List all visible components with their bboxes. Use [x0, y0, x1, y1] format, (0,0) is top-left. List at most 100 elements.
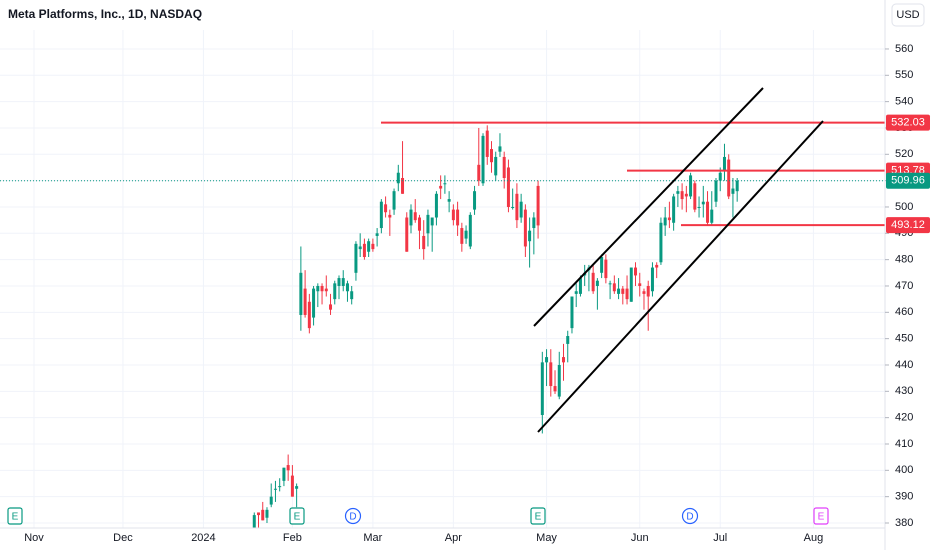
- x-tick-label: Nov: [24, 532, 44, 544]
- y-tick-label: 550: [895, 69, 913, 81]
- candle-body: [655, 264, 659, 268]
- candle-body: [604, 259, 608, 279]
- y-tick-label: 420: [895, 412, 913, 424]
- candle-body: [261, 509, 265, 521]
- candle-body: [439, 185, 443, 189]
- candle-body: [646, 285, 650, 297]
- candle-body: [371, 243, 375, 250]
- candle-body: [549, 362, 553, 387]
- candle-body: [659, 222, 663, 263]
- x-tick-label: Mar: [363, 532, 382, 544]
- candle-body: [642, 291, 646, 294]
- candle-body: [595, 280, 599, 286]
- candle-body: [676, 191, 680, 194]
- candle-body: [485, 130, 489, 157]
- currency-label[interactable]: USD: [896, 9, 919, 21]
- candle-body: [278, 486, 282, 488]
- candle-body: [714, 180, 718, 202]
- candle-body: [634, 267, 638, 276]
- last-price-label: 509.96: [891, 175, 925, 187]
- candle-body: [290, 475, 294, 497]
- candle-body: [409, 209, 413, 226]
- x-tick-label: Dec: [113, 532, 133, 544]
- candle-body: [557, 364, 561, 397]
- candle-body: [638, 283, 642, 286]
- candle-body: [570, 296, 574, 329]
- event-label: E: [12, 512, 19, 523]
- candle-body: [282, 467, 286, 481]
- event-label: D: [686, 512, 693, 523]
- candle-body: [354, 243, 358, 273]
- candle-body: [621, 288, 625, 294]
- candle-body: [379, 201, 383, 229]
- candle-body: [265, 509, 269, 518]
- chart-title: Meta Platforms, Inc., 1D, NASDAQ: [8, 7, 202, 21]
- candle-body: [710, 209, 714, 223]
- y-tick-label: 520: [895, 148, 913, 160]
- candle-body: [358, 246, 362, 250]
- candle-body: [511, 206, 515, 208]
- candle-body: [392, 191, 396, 210]
- candle-body: [388, 214, 392, 218]
- candle-body: [515, 193, 519, 221]
- y-tick-label: 400: [895, 464, 913, 476]
- event-icon: [681, 507, 699, 525]
- candle-body: [422, 235, 426, 250]
- candle-body: [273, 488, 277, 490]
- candle-body: [307, 301, 311, 329]
- y-tick-label: 540: [895, 96, 913, 108]
- candle-body: [333, 283, 337, 300]
- candle-body: [324, 288, 328, 292]
- candle-body: [608, 283, 612, 285]
- currency-button[interactable]: [891, 3, 925, 27]
- event-icon: [530, 507, 546, 525]
- y-tick-label: 480: [895, 254, 913, 266]
- candle-body: [578, 278, 582, 294]
- y-tick-label: 410: [895, 438, 913, 450]
- candle-body: [498, 146, 502, 152]
- drawings: [533, 87, 824, 433]
- candle-body: [329, 304, 333, 310]
- candle-body: [532, 217, 536, 229]
- y-tick-label: 380: [895, 517, 913, 529]
- y-tick-label: 460: [895, 306, 913, 318]
- y-tick-label: 390: [895, 491, 913, 503]
- candle-body: [600, 257, 604, 273]
- candle-body: [299, 272, 303, 315]
- candle-body: [489, 149, 493, 163]
- y-tick-label: 450: [895, 333, 913, 345]
- last-price-box: [886, 172, 930, 189]
- candle-body: [731, 188, 735, 194]
- candle-body: [523, 209, 527, 247]
- candle-body: [426, 214, 430, 234]
- candle-body: [417, 217, 421, 231]
- candle-body: [456, 209, 460, 226]
- candle-body: [295, 486, 299, 489]
- candle-body: [443, 183, 447, 185]
- candle-body: [689, 175, 693, 197]
- event-label: D: [349, 512, 356, 523]
- x-tick-label: Jun: [631, 532, 649, 544]
- x-tick-label: Aug: [804, 532, 824, 544]
- candle-body: [574, 291, 578, 294]
- candle-body: [362, 243, 366, 258]
- candle-body: [460, 228, 464, 244]
- candle-body: [350, 291, 354, 300]
- event-icon: [813, 507, 829, 525]
- event-icon: [7, 507, 23, 525]
- event-label: E: [818, 512, 825, 523]
- candle-body: [612, 283, 616, 292]
- candle-body: [320, 285, 324, 292]
- candle-body: [396, 172, 400, 184]
- candle-body: [553, 386, 557, 392]
- candle-body: [545, 357, 549, 363]
- candle-body: [316, 285, 320, 292]
- candle-body: [430, 217, 434, 226]
- candle-body: [345, 283, 349, 292]
- level-label-box: [886, 217, 930, 234]
- x-tick-label: Jul: [713, 532, 727, 544]
- y-tick-label: 430: [895, 385, 913, 397]
- candle-body: [303, 288, 307, 315]
